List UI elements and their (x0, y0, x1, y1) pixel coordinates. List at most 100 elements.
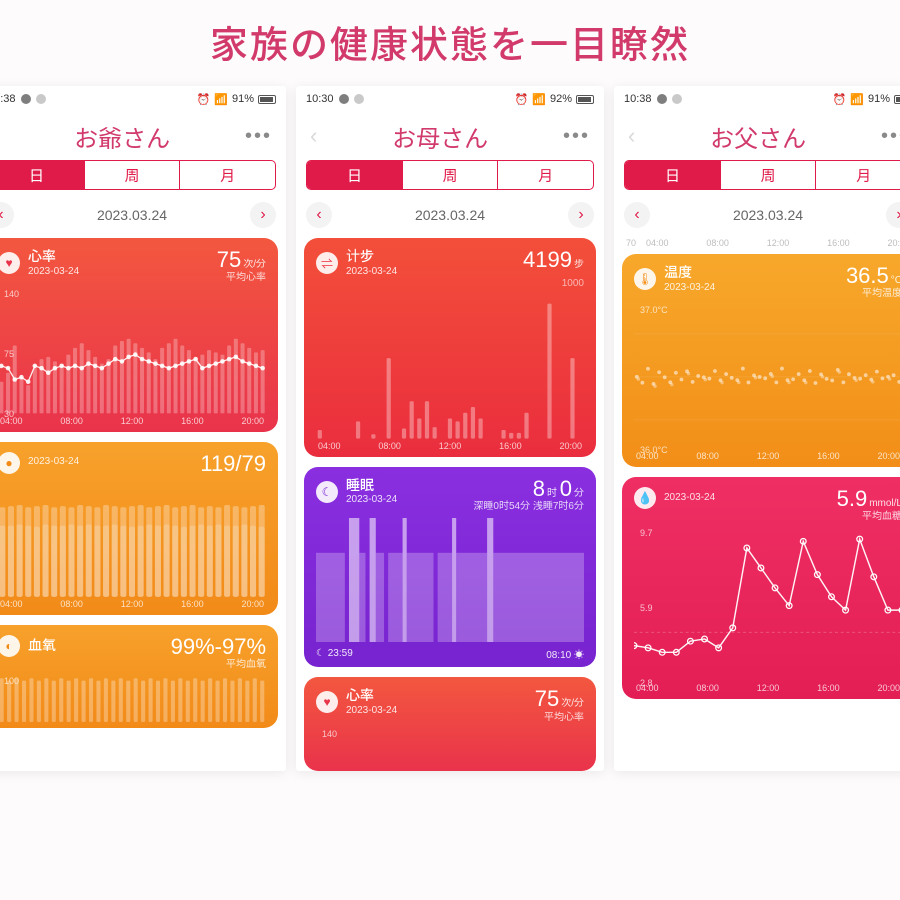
card-value: 36.5 (846, 264, 889, 288)
bp-icon: ● (0, 452, 20, 474)
status-right: ⏰ 📶 91% (833, 93, 900, 106)
card-head: ⇌计步2023-03-244199步1000 (316, 248, 584, 289)
segmented-control[interactable]: 日周月 (306, 160, 594, 190)
heart-stub-icon: ♥ (316, 691, 338, 713)
glucose-icon: 💧 (634, 487, 656, 509)
card-head: 💧2023-03-245.9mmol/L平均血糖 (634, 487, 900, 522)
card-steps[interactable]: ⇌计步2023-03-244199步100004:0008:0012:0016:… (304, 238, 596, 457)
battery-icon (894, 95, 900, 104)
nav-title: お母さん (317, 119, 563, 154)
seg-item-0[interactable]: 日 (307, 161, 403, 189)
card-value: 75 (535, 687, 559, 711)
chart-body (0, 482, 266, 597)
x-axis: 04:0008:0012:0016:0020:00 (0, 414, 266, 426)
date-next-button[interactable]: › (886, 202, 900, 228)
battery-icon (258, 95, 276, 104)
card-head: ♥心率2023-03-2475次/分平均心率 (0, 248, 266, 283)
top-axis-strip: 7004:0008:0012:0016:0020:00 (614, 238, 900, 254)
status-time: 10:38 (0, 93, 46, 105)
status-dot-icon (36, 94, 46, 104)
battery-label: 91% (232, 93, 254, 105)
card-unit: 次/分 (561, 698, 584, 709)
phone-0: 10:38⏰ 📶 91% ‹お爺さん•••日周月‹2023.03.24›♥心率2… (0, 86, 286, 771)
seg-item-2[interactable]: 月 (180, 161, 275, 189)
more-button[interactable]: ••• (245, 125, 272, 148)
card-heart[interactable]: ♥心率2023-03-2475次/分平均心率140753004:0008:001… (0, 238, 278, 432)
card-subtitle: 平均温度 (846, 288, 900, 299)
sleep-subtitle: 深睡0时54分 浅睡7时6分 (473, 501, 584, 512)
nav-title: お父さん (635, 119, 881, 154)
card-sleep[interactable]: ☾睡眠2023-03-248时 0分深睡0时54分 浅睡7时6分☾ 23:59 … (304, 467, 596, 668)
card-yright: 1000 (523, 278, 584, 289)
segmented-wrap: 日周月 (0, 160, 286, 196)
card-head: ●2023-03-24119/79 (0, 452, 266, 476)
temp-icon: 🌡 (634, 268, 656, 290)
card-unit: °C (891, 275, 900, 286)
phone-1: 10:30⏰ 📶 92% ‹お母さん•••日周月‹2023.03.24›⇌计步2… (296, 86, 604, 771)
card-head: 🌡温度2023-03-2436.5°C平均温度 (634, 264, 900, 299)
phone-2: 10:38⏰ 📶 91% ‹お父さん•••日周月‹2023.03.24›7004… (614, 86, 900, 771)
card-value: 4199 (523, 248, 572, 272)
more-button[interactable]: ••• (881, 125, 900, 148)
alarm-icon: ⏰ (833, 93, 847, 106)
heart-icon: ♥ (0, 252, 20, 274)
nav-title: お爺さん (0, 119, 245, 154)
date-label: 2023.03.24 (733, 207, 803, 223)
back-button[interactable]: ‹ (628, 125, 635, 147)
seg-item-1[interactable]: 周 (85, 161, 181, 189)
phones-row: 10:38⏰ 📶 91% ‹お爺さん•••日周月‹2023.03.24›♥心率2… (0, 86, 900, 771)
card-subtitle: 平均心率 (535, 712, 584, 723)
card-spo2[interactable]: ◐血氧99%-97%平均血氧 100 (0, 625, 278, 728)
card-value: 75 (217, 248, 241, 272)
segmented-wrap: 日周月 (614, 160, 900, 196)
back-button[interactable]: ‹ (310, 125, 317, 147)
segmented-control[interactable]: 日周月 (624, 160, 900, 190)
banner-title: 家族の健康状態を一目瞭然 (0, 14, 900, 69)
card-glucose[interactable]: 💧2023-03-245.9mmol/L平均血糖9.75.92.804:0008… (622, 477, 900, 699)
chart-body: 37.0°C36.0°C (634, 305, 900, 449)
seg-item-0[interactable]: 日 (0, 161, 85, 189)
x-axis: 04:0008:0012:0016:0020:00 (634, 449, 900, 461)
status-dot-icon (354, 94, 364, 104)
seg-item-0[interactable]: 日 (625, 161, 721, 189)
x-axis: 04:0008:0012:0016:0020:00 (316, 439, 584, 451)
status-time: 10:30 (306, 93, 364, 105)
card-title: 计步 (346, 248, 397, 266)
card-date: 2023-03-24 (28, 266, 79, 279)
status-dot-icon (21, 94, 31, 104)
cards-col: 🌡温度2023-03-2436.5°C平均温度37.0°C36.0°C04:00… (614, 254, 900, 699)
date-stepper: ‹ 2023.03.24 › (296, 196, 604, 238)
signal-icon: 📶 (532, 93, 546, 106)
card-head: ♥心率2023-03-2475次/分平均心率 (316, 687, 584, 722)
seg-item-2[interactable]: 月 (816, 161, 900, 189)
seg-item-2[interactable]: 月 (498, 161, 593, 189)
chart-body (316, 518, 584, 642)
nav-row: ‹お爺さん••• (0, 112, 286, 160)
card-bp[interactable]: ●2023-03-24119/7904:0008:0012:0016:0020:… (0, 442, 278, 615)
seg-item-1[interactable]: 周 (721, 161, 817, 189)
battery-label: 92% (550, 93, 572, 105)
card-temp[interactable]: 🌡温度2023-03-2436.5°C平均温度37.0°C36.0°C04:00… (622, 254, 900, 467)
cards-col: ⇌计步2023-03-244199步100004:0008:0012:0016:… (296, 238, 604, 771)
card-head: ◐血氧99%-97%平均血氧 (0, 635, 266, 670)
more-button[interactable]: ••• (563, 125, 590, 148)
date-prev-button[interactable]: ‹ (624, 202, 650, 228)
segmented-control[interactable]: 日周月 (0, 160, 276, 190)
chart-body: 1407530 (0, 289, 266, 413)
y-axis-labels: 37.0°C36.0°C (640, 305, 668, 455)
date-label: 2023.03.24 (415, 207, 485, 223)
date-prev-button[interactable]: ‹ (306, 202, 332, 228)
card-unit: 步 (574, 259, 584, 270)
seg-item-1[interactable]: 周 (403, 161, 499, 189)
status-right: ⏰ 📶 92% (515, 93, 594, 106)
card-heart-stub[interactable]: ♥心率2023-03-2475次/分平均心率140 (304, 677, 596, 771)
date-next-button[interactable]: › (568, 202, 594, 228)
chart-body: 100 (0, 676, 266, 722)
status-dot-icon (657, 94, 667, 104)
steps-icon: ⇌ (316, 252, 338, 274)
card-date: 2023-03-24 (664, 282, 715, 295)
date-prev-button[interactable]: ‹ (0, 202, 14, 228)
status-dot-icon (672, 94, 682, 104)
sleep-icon: ☾ (316, 481, 338, 503)
date-next-button[interactable]: › (250, 202, 276, 228)
